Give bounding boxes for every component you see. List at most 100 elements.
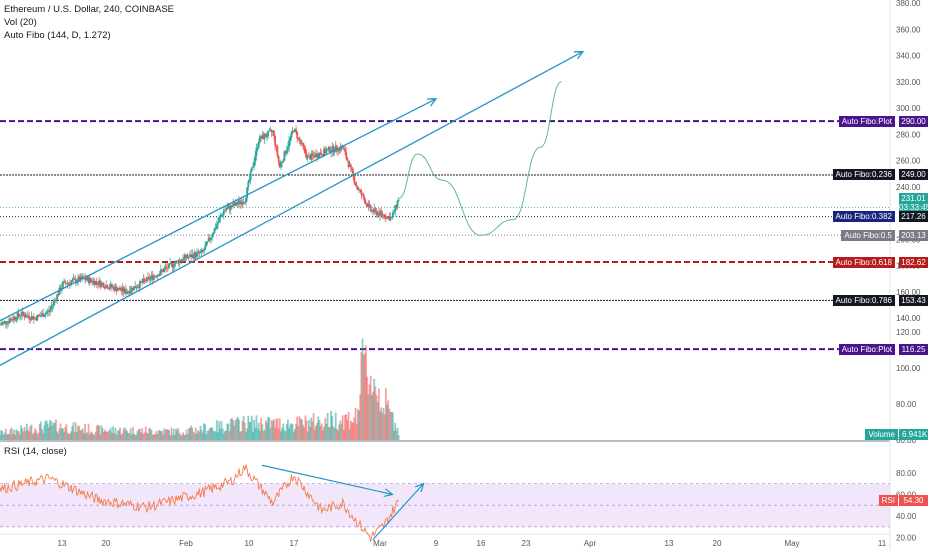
volume-bar [97,424,99,440]
rsi-line [0,464,399,542]
price-candle [88,278,91,283]
volume-bar [255,415,258,440]
volume-bar [186,433,189,440]
price-candle [228,205,231,210]
volume-bar [245,431,247,440]
price-candle [144,280,147,282]
price-candle [200,249,203,252]
price-candle [234,202,237,206]
price-candle [185,254,188,259]
volume-bar [161,430,163,440]
price-candle [15,319,18,321]
volume-bar [38,423,41,440]
price-candle [351,167,353,171]
volume-bar [240,431,243,440]
volume-bar [176,430,179,440]
price-candle [317,157,320,159]
volume-bar [386,404,388,440]
volume-bar [366,376,369,440]
price-candle [305,153,308,159]
price-candle [391,212,394,218]
volume-bar [212,430,215,440]
volume-bar [236,416,239,440]
price-candle [337,150,339,152]
volume-bar [347,411,350,440]
auto-fibo-legend[interactable]: Auto Fibo (144, D, 1.272) [4,30,111,41]
price-candle [238,200,240,204]
volume-bar [222,433,225,440]
price-candle [35,318,38,321]
volume-bar [292,431,295,440]
volume-bar [256,428,259,440]
volume-bar [235,418,238,440]
price-candle [105,285,107,288]
price-candle [315,153,317,158]
price-candle [70,281,73,285]
volume-bar [166,429,169,440]
price-tick-label: 340.00 [896,52,921,61]
price-candle [130,287,133,291]
volume-bar [360,352,363,440]
volume-bar [339,420,342,440]
price-candle [161,269,163,271]
volume-legend[interactable]: Vol (20) [4,17,37,28]
volume-bar [306,431,309,440]
rsi-legend[interactable]: RSI (14, close) [4,446,67,457]
price-candle [292,130,295,132]
volume-bar [86,432,89,440]
price-candle [290,132,293,138]
volume-bar [58,428,61,440]
fib-level-price: 249.00 [899,169,928,181]
price-candle [171,263,174,268]
volume-bar [346,419,349,440]
volume-bar [50,421,53,440]
volume-bar [302,424,304,440]
volume-bar [288,428,290,440]
volume-bar [370,395,373,440]
volume-bar [106,431,109,440]
volume-bar [388,408,391,440]
price-candle [1,322,4,325]
volume-bar [3,432,6,440]
volume-bar [15,429,18,440]
price-candle [366,203,369,207]
volume-bar [172,428,175,440]
volume-bar [217,432,219,440]
volume-bar [332,426,335,440]
volume-bar [111,432,113,440]
price-candle [30,315,33,320]
price-candle [205,242,208,247]
price-candle [189,254,191,257]
price-candle [217,222,219,225]
time-axis-label: 23 [522,539,531,548]
volume-bar [177,427,180,440]
time-axis-label: 11 [878,539,887,548]
price-candle [24,316,27,318]
price-candle [332,146,335,153]
price-candle [250,167,253,172]
price-candle [109,284,112,288]
symbol-legend[interactable]: Ethereum / U.S. Dollar, 240, COINBASE [4,4,175,15]
volume-bar [348,429,351,440]
volume-bar [168,430,170,440]
volume-bar [46,423,49,440]
volume-bar [254,427,257,440]
price-candle [226,207,229,210]
volume-bar [30,424,33,440]
volume-bar [203,423,205,440]
volume-bar [148,427,151,440]
rsi-tick-label: 40.00 [896,512,917,521]
price-candle [339,147,342,150]
volume-bar [330,410,332,440]
time-axis-label: 10 [245,539,254,548]
volume-bar [290,423,293,440]
price-candle [134,286,137,288]
price-candle [280,163,282,168]
time-axis-label: 9 [434,539,439,548]
price-candle [143,278,146,281]
volume-bar [35,430,38,440]
price-candle [140,280,142,282]
price-candle [240,201,243,204]
